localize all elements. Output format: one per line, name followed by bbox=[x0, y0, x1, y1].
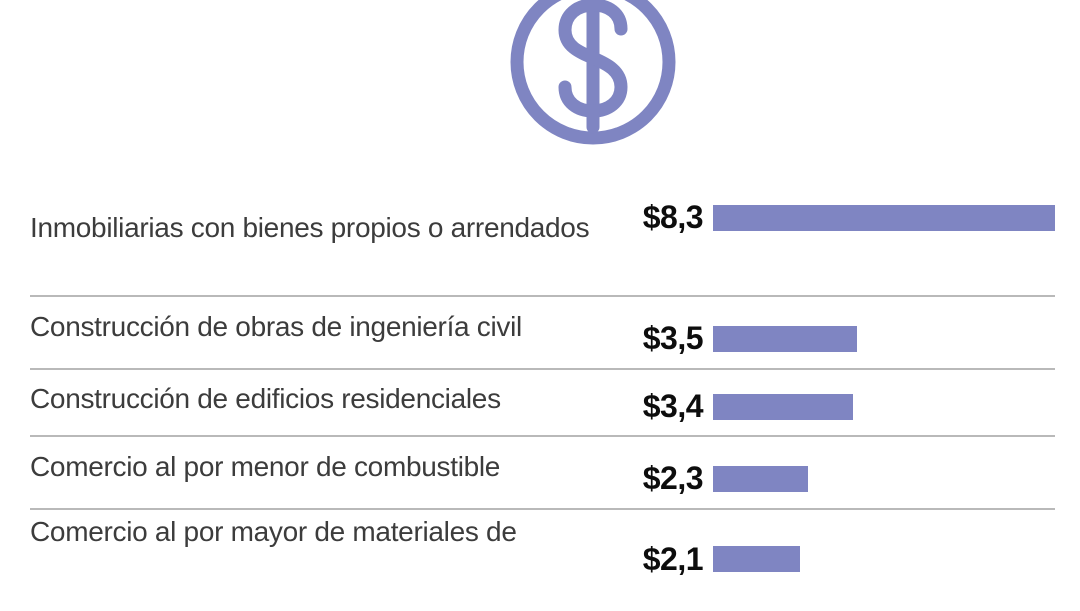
bar bbox=[713, 546, 800, 572]
dollar-circle-icon bbox=[510, 0, 676, 145]
category-label: Construcción de edificios residenciales bbox=[30, 382, 501, 414]
value-label: $2,3 bbox=[642, 460, 704, 496]
bar bbox=[713, 393, 853, 420]
icon-area bbox=[0, 0, 1080, 160]
bar-group: $3,4 bbox=[603, 388, 1055, 425]
chart-row: Inmobiliarias con bienes propios o arren… bbox=[30, 160, 1055, 295]
bar bbox=[713, 465, 808, 492]
value-label: $3,4 bbox=[642, 388, 704, 424]
chart-row: Construcción de obras de ingeniería civi… bbox=[30, 295, 1055, 368]
chart-row: Comercio al por menor de combustible $2,3 bbox=[30, 435, 1055, 508]
value-label: $8,3 bbox=[642, 199, 704, 235]
chart-row: Comercio al por mayor de materiales de $2… bbox=[30, 508, 1055, 608]
category-label: Construcción de obras de ingeniería civi… bbox=[30, 310, 522, 342]
category-label: Comercio al por mayor de materiales de bbox=[30, 516, 517, 547]
chart-row: Construcción de edificios residenciales $… bbox=[30, 368, 1055, 435]
category-label: Comercio al por menor de combustible bbox=[30, 450, 501, 482]
bar-group: $3,5 bbox=[603, 320, 1055, 357]
value-label: $2,1 bbox=[642, 540, 704, 577]
bar bbox=[713, 325, 857, 352]
bar-group: $8,3 bbox=[603, 199, 1055, 236]
bar bbox=[713, 204, 1055, 231]
bar-group: $2,1 bbox=[603, 541, 1055, 578]
category-label: Inmobiliarias con bienes propios o arren… bbox=[30, 211, 590, 243]
bar-chart: Inmobiliarias con bienes propios o arren… bbox=[0, 160, 1080, 608]
bar-group: $2,3 bbox=[603, 460, 1055, 497]
value-label: $3,5 bbox=[642, 320, 704, 356]
